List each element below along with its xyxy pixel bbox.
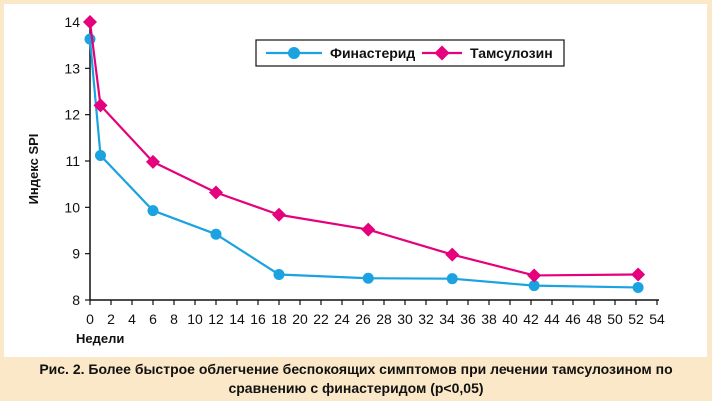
x-tick-label: 14 xyxy=(229,311,245,327)
y-tick-label: 11 xyxy=(65,153,80,169)
x-tick-label: 28 xyxy=(376,311,392,327)
y-tick-label: 9 xyxy=(72,246,80,262)
x-tick-label: 52 xyxy=(628,311,644,327)
data-point xyxy=(209,185,223,200)
legend-marker xyxy=(434,45,450,61)
data-point xyxy=(93,98,108,113)
x-axis-ticks: 0 2 4 6 8 10 12 14 16 18 20 22 24 26 28 30 32 34 36 38 40 42 4… xyxy=(86,300,665,327)
data-point xyxy=(445,247,460,262)
data-point xyxy=(84,33,96,45)
x-tick-label: 16 xyxy=(250,311,266,327)
x-tick-label: 12 xyxy=(208,311,224,327)
x-tick-label: 46 xyxy=(565,311,581,327)
x-tick-label: 4 xyxy=(128,311,136,327)
x-tick-label: 48 xyxy=(586,311,602,327)
x-tick-label: 26 xyxy=(355,311,371,327)
x-tick-label: 38 xyxy=(481,311,497,327)
series-1 xyxy=(84,33,644,293)
x-tick-label: 40 xyxy=(502,311,518,327)
x-tick-label: 8 xyxy=(170,311,178,327)
x-tick-label: 0 xyxy=(86,311,94,327)
data-point xyxy=(631,267,646,282)
data-point xyxy=(528,280,540,292)
x-tick-label: 54 xyxy=(649,311,665,327)
x-tick-label: 36 xyxy=(460,311,476,327)
x-tick-label: 50 xyxy=(607,311,623,327)
x-tick-label: 2 xyxy=(107,311,115,327)
plot-panel: 8 9 10 11 12 13 14 0 2 4 6 8 10 12 14 16 18 20 22 24 26 28 30… xyxy=(4,4,707,357)
data-point xyxy=(362,272,374,284)
figure-caption: Рис. 2. Более быстрое облегчение беспоко… xyxy=(0,360,712,398)
caption-line-1: Рис. 2. Более быстрое облегчение беспоко… xyxy=(39,361,673,377)
legend-label: Тамсулозин xyxy=(470,45,553,61)
legend-item-2: Тамсулозин xyxy=(422,45,553,61)
data-point xyxy=(210,228,222,240)
caption-line-2: сравнению с финастеридом (p<0,05) xyxy=(228,380,484,396)
series-line xyxy=(88,39,639,289)
y-axis-ticks: 8 9 10 11 12 13 14 xyxy=(64,14,90,308)
x-tick-label: 20 xyxy=(292,311,308,327)
x-tick-label: 32 xyxy=(418,311,434,327)
x-tick-label: 42 xyxy=(523,311,539,327)
data-point xyxy=(361,222,376,237)
y-tick-label: 14 xyxy=(64,14,80,30)
y-tick-label: 13 xyxy=(64,60,80,76)
x-tick-label: 34 xyxy=(439,311,455,327)
y-tick-label: 10 xyxy=(64,199,80,215)
data-point xyxy=(83,15,97,29)
x-tick-label: 18 xyxy=(271,311,287,327)
data-point xyxy=(95,149,106,161)
data-point xyxy=(632,281,644,293)
legend-items: Финастерид Тамсулозин xyxy=(266,45,553,61)
data-point xyxy=(527,268,542,283)
data-point xyxy=(446,273,458,285)
x-axis-label: Недели xyxy=(76,331,124,346)
legend: Финастерид Тамсулозин xyxy=(255,39,565,67)
x-tick-label: 22 xyxy=(313,311,329,327)
series-layer xyxy=(83,15,646,293)
x-tick-label: 30 xyxy=(397,311,413,327)
x-tick-label: 10 xyxy=(187,311,203,327)
y-tick-label: 8 xyxy=(72,292,80,308)
y-tick-label: 12 xyxy=(64,107,80,123)
x-tick-label: 6 xyxy=(149,311,157,327)
legend-marker xyxy=(288,47,300,59)
data-point xyxy=(146,154,160,169)
x-tick-label: 44 xyxy=(544,311,560,327)
data-point xyxy=(273,269,285,281)
legend-item-1: Финастерид xyxy=(266,45,415,61)
x-tick-label: 24 xyxy=(334,311,350,327)
data-point xyxy=(272,207,286,222)
series-2 xyxy=(83,15,646,283)
legend-label: Финастерид xyxy=(330,45,415,61)
y-axis-label: Индекс SPI xyxy=(26,134,41,205)
data-point xyxy=(147,205,159,217)
axes xyxy=(89,18,659,301)
